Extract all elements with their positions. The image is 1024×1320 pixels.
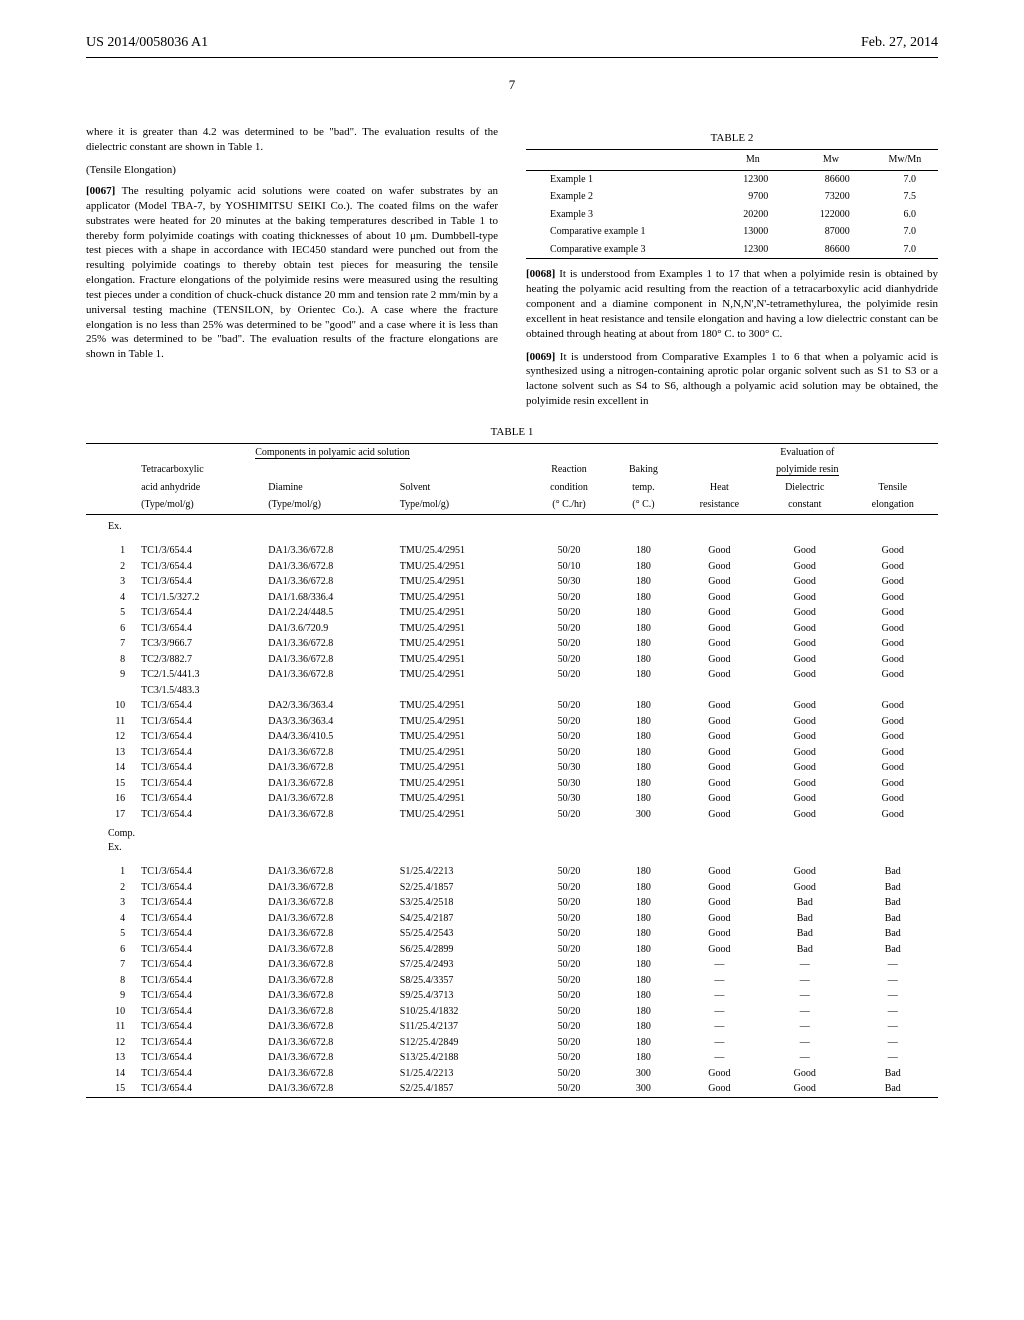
t1-h-const: constant <box>762 496 847 514</box>
t1-h-tempC: (° C.) <box>610 496 676 514</box>
table-row: 8TC1/3/654.4DA1/3.36/672.8S8/25.4/335750… <box>86 973 938 989</box>
tensile-subhead: (Tensile Elongation) <box>86 163 498 178</box>
right-para-1: [0068] It is understood from Examples 1 … <box>526 267 938 341</box>
left-column: where it is greater than 4.2 was determi… <box>86 125 498 416</box>
t1-h-tetra2: acid anhydride <box>137 479 264 497</box>
table-row: 2TC1/3/654.4DA1/3.36/672.8S2/25.4/185750… <box>86 880 938 896</box>
table1-caption: TABLE 1 <box>86 425 938 440</box>
right-column: TABLE 2 Mn Mw Mw/Mn Example 112300866007… <box>526 125 938 416</box>
table-row: 6TC1/3/654.4DA1/3.36/672.8S6/25.4/289950… <box>86 942 938 958</box>
table-row: 4TC1/1.5/327.2DA1/1.68/336.4TMU/25.4/295… <box>86 590 938 606</box>
t1-h-heat: Heat <box>677 479 762 497</box>
table-row: 4TC1/3/654.4DA1/3.36/672.8S4/25.4/218750… <box>86 911 938 927</box>
para-num-0068: [0068] <box>526 268 555 280</box>
table-row: 6TC1/3/654.4DA1/3.6/720.9TMU/25.4/295150… <box>86 621 938 637</box>
table-row: 13TC1/3/654.4DA1/3.36/672.8TMU/25.4/2951… <box>86 745 938 761</box>
t1-gh2: Evaluation of <box>677 443 938 461</box>
t2-h-mw: Mw <box>790 150 871 171</box>
t1-h-diamine: Diamine <box>264 479 395 497</box>
table-row: Example 112300866007.0 <box>526 170 938 188</box>
table-row: 11TC1/3/654.4DA1/3.36/672.8S11/25.4/2137… <box>86 1019 938 1035</box>
table-row: 12TC1/3/654.4DA4/3.36/410.5TMU/25.4/2951… <box>86 729 938 745</box>
t1-h-diel: Dielectric <box>762 479 847 497</box>
table-row: 15TC1/3/654.4DA1/3.36/672.8S2/25.4/18575… <box>86 1081 938 1097</box>
t1-h-condition: condition <box>528 479 610 497</box>
table-row: 3TC1/3/654.4DA1/3.36/672.8TMU/25.4/29515… <box>86 574 938 590</box>
table1: Components in polyamic acid solution Eva… <box>86 443 938 1098</box>
left-para-2: [0067] The resulting polyamic acid solut… <box>86 184 498 362</box>
t2-h-mn: Mn <box>716 150 791 171</box>
t1-h-temp: temp. <box>610 479 676 497</box>
t1-h-elong: elongation <box>847 496 938 514</box>
t1-h-baking: Baking <box>610 461 676 479</box>
table2-caption: TABLE 2 <box>526 131 938 146</box>
t1-gh1: Components in polyamic acid solution <box>255 447 409 459</box>
table-row: 7TC3/3/966.7DA1/3.36/672.8TMU/25.4/29515… <box>86 636 938 652</box>
doc-number: US 2014/0058036 A1 <box>86 34 208 53</box>
table2: Mn Mw Mw/Mn Example 112300866007.0Exampl… <box>526 149 938 259</box>
table-row: 1TC1/3/654.4DA1/3.36/672.8S1/25.4/221350… <box>86 864 938 880</box>
t1-h-solv2: Type/mol/g) <box>396 496 528 514</box>
table-row: 12TC1/3/654.4DA1/3.36/672.8S12/25.4/2849… <box>86 1035 938 1051</box>
t2-h-r: Mw/Mn <box>872 150 938 171</box>
pub-date: Feb. 27, 2014 <box>861 34 938 53</box>
table-row: 14TC1/3/654.4DA1/3.36/672.8TMU/25.4/2951… <box>86 760 938 776</box>
t1-h-resist: resistance <box>677 496 762 514</box>
table-row: 13TC1/3/654.4DA1/3.36/672.8S13/25.4/2188… <box>86 1050 938 1066</box>
table-row: 8TC2/3/882.7DA1/3.36/672.8TMU/25.4/29515… <box>86 652 938 668</box>
para-num-0067: [0067] <box>86 185 115 197</box>
table-row: Comparative example 113000870007.0 <box>526 223 938 241</box>
table-row: Example 29700732007.5 <box>526 188 938 206</box>
table-row: 11TC1/3/654.4DA3/3.36/363.4TMU/25.4/2951… <box>86 714 938 730</box>
table-row: 5TC1/3/654.4DA1/3.36/672.8S5/25.4/254350… <box>86 926 938 942</box>
page-number: 7 <box>86 76 938 94</box>
t1-h-solvent: Solvent <box>396 479 528 497</box>
right-para-2: [0069] It is understood from Comparative… <box>526 350 938 409</box>
table-subhead: Comp.Ex. <box>86 822 938 860</box>
left-para-1: where it is greater than 4.2 was determi… <box>86 125 498 155</box>
right-para-1-text: It is understood from Examples 1 to 17 t… <box>526 268 938 339</box>
table-row: 9TC1/3/654.4DA1/3.36/672.8S9/25.4/371350… <box>86 988 938 1004</box>
t1-h-type1: (Type/mol/g) <box>137 496 264 514</box>
page-header: US 2014/0058036 A1 Feb. 27, 2014 <box>86 34 938 58</box>
table-row: 9TC2/1.5/441.3DA1/3.36/672.8TMU/25.4/295… <box>86 667 938 683</box>
t1-h-condhr: (° C./hr) <box>528 496 610 514</box>
table-row: 14TC1/3/654.4DA1/3.36/672.8S1/25.4/22135… <box>86 1066 938 1082</box>
table-subhead: Ex. <box>86 514 938 539</box>
table-row: 16TC1/3/654.4DA1/3.36/672.8TMU/25.4/2951… <box>86 791 938 807</box>
table-row: 17TC1/3/654.4DA1/3.36/672.8TMU/25.4/2951… <box>86 807 938 823</box>
table-row: Comparative example 312300866007.0 <box>526 241 938 259</box>
t1-gh2b: polyimide resin <box>776 464 839 476</box>
table-row: 1TC1/3/654.4DA1/3.36/672.8TMU/25.4/29515… <box>86 543 938 559</box>
table-row: 7TC1/3/654.4DA1/3.36/672.8S7/25.4/249350… <box>86 957 938 973</box>
table-row: 10TC1/3/654.4DA2/3.36/363.4TMU/25.4/2951… <box>86 698 938 714</box>
right-para-2-text: It is understood from Comparative Exampl… <box>526 351 938 408</box>
t1-h-reaction: Reaction <box>528 461 610 479</box>
table-row: 15TC1/3/654.4DA1/3.36/672.8TMU/25.4/2951… <box>86 776 938 792</box>
page: US 2014/0058036 A1 Feb. 27, 2014 7 where… <box>0 0 1024 1138</box>
para-num-0069: [0069] <box>526 351 555 363</box>
table-row: Example 3202001220006.0 <box>526 206 938 224</box>
t1-h-tensile: Tensile <box>847 479 938 497</box>
t1-h-type2: (Type/mol/g) <box>264 496 395 514</box>
t1-h-tetra1: Tetracarboxylic <box>137 461 264 479</box>
table-row: 3TC1/3/654.4DA1/3.36/672.8S3/25.4/251850… <box>86 895 938 911</box>
table1-region: TABLE 1 Components in polyamic acid solu… <box>86 425 938 1098</box>
table-row: 10TC1/3/654.4DA1/3.36/672.8S10/25.4/1832… <box>86 1004 938 1020</box>
table-row: 2TC1/3/654.4DA1/3.36/672.8TMU/25.4/29515… <box>86 559 938 575</box>
two-column-region: where it is greater than 4.2 was determi… <box>86 125 938 416</box>
table-row: TC3/1.5/483.3 <box>86 683 938 699</box>
table-row: 5TC1/3/654.4DA1/2.24/448.5TMU/25.4/29515… <box>86 605 938 621</box>
left-para-2-text: The resulting polyamic acid solutions we… <box>86 185 498 360</box>
